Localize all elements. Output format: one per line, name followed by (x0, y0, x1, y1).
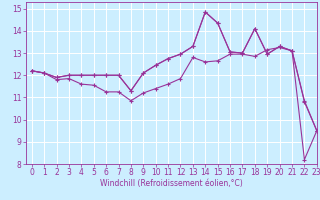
X-axis label: Windchill (Refroidissement éolien,°C): Windchill (Refroidissement éolien,°C) (100, 179, 243, 188)
